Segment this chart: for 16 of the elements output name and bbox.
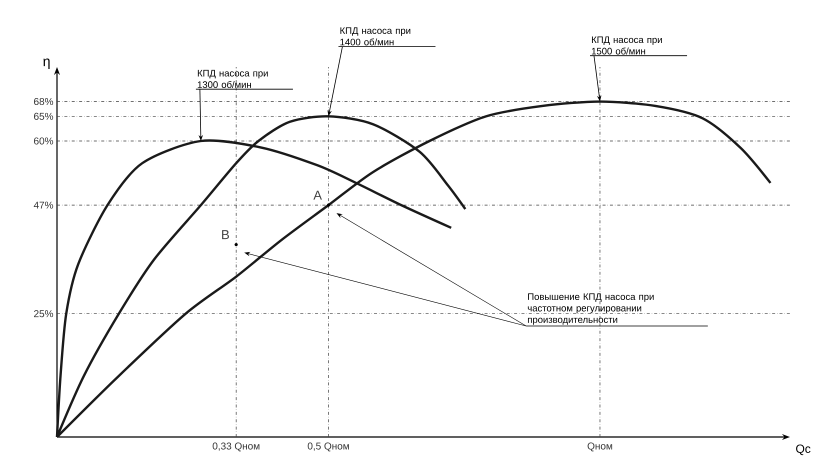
y-tick-label: 65% [34,112,54,120]
text: КПД насоса при 1500 об/мин [592,36,662,55]
y-tick-label: 68% [34,98,54,106]
text: КПД насоса при 1400 об/мин [340,27,410,46]
y-tick-label: 47% [34,202,54,209]
y-tick-label: 60% [34,137,54,145]
x-tick-label: 0,33 Qном [212,442,260,452]
y-tick-label: 25% [34,310,54,318]
x-axis-title: Qc [796,444,810,456]
y-axis-title: η [43,58,50,69]
annotation: A [313,190,322,200]
text: КПД насоса при 1300 об/мин [198,70,268,88]
x-tick-label: 0,5 Qном [308,442,349,452]
annotation: B [222,230,229,240]
x-tick-label: Qном [588,442,612,452]
annotation: Повышение КПД насоса при частотном регулировании производительности [528,293,654,325]
